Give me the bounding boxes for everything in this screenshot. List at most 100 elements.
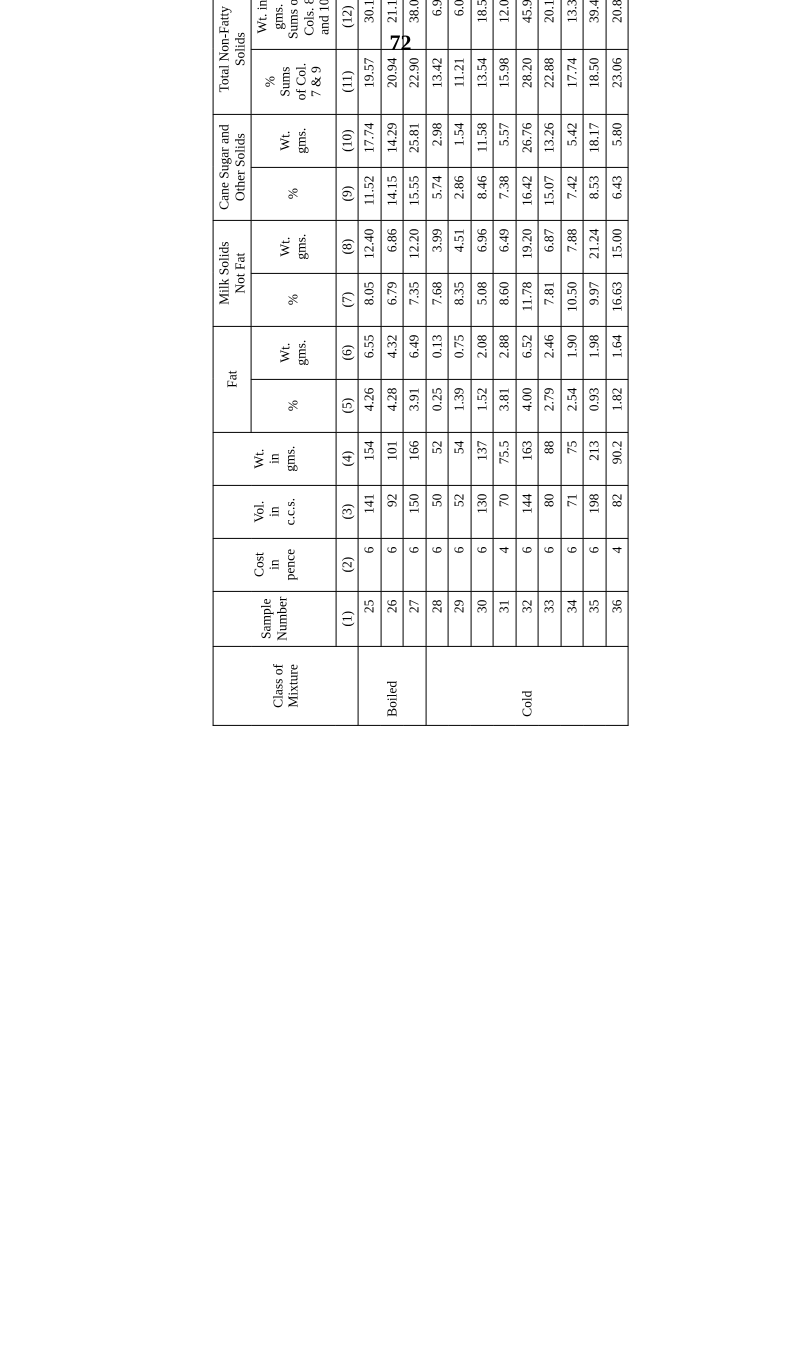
data-cell: 3.99 (426, 220, 449, 273)
data-cell: 20.94 (381, 49, 404, 114)
data-cell: 141 (358, 485, 381, 538)
data-cell: 38.01 (404, 0, 427, 49)
data-cell: 13.42 (426, 49, 449, 114)
table-row: 3147075.53.812.888.606.497.385.5715.9812… (494, 0, 517, 725)
data-cell: 6.96 (471, 220, 494, 273)
table-row: Cold28650520.250.137.683.995.742.9813.42… (426, 0, 449, 725)
data-cell: 6 (426, 538, 449, 591)
table-row: 3061301371.522.085.086.968.4611.5813.541… (471, 0, 494, 725)
data-cell: 75 (561, 432, 584, 485)
data-cell: 7.88 (561, 220, 584, 273)
colnum-c7: (7) (336, 273, 359, 326)
data-cell: 13.26 (539, 114, 562, 167)
data-cell: 154 (358, 432, 381, 485)
col-header-c7: % (251, 273, 336, 326)
colnum-c11: (11) (336, 49, 359, 114)
data-cell: 4.00 (516, 379, 539, 432)
data-cell: 5.42 (561, 114, 584, 167)
colnum-c10: (10) (336, 114, 359, 167)
class-cell: Cold (426, 646, 629, 725)
data-cell: 150 (404, 485, 427, 538)
data-cell: 0.93 (584, 379, 607, 432)
data-cell: 19.20 (516, 220, 539, 273)
data-cell: 5.08 (471, 273, 494, 326)
data-cell: 6 (539, 538, 562, 591)
data-cell: 18.50 (584, 49, 607, 114)
table-row: Boiled2561411544.266.558.0512.4011.5217.… (358, 0, 381, 725)
data-cell: 7.38 (494, 167, 517, 220)
data-cell: 1.39 (449, 379, 472, 432)
data-cell: 6 (404, 538, 427, 591)
data-cell: 52 (426, 432, 449, 485)
data-cell: 6.97 (426, 0, 449, 49)
colnum-c1: (1) (336, 591, 359, 646)
group-header-milk: Milk SolidsNot Fat (213, 220, 251, 326)
header-row-numbers: (1) (2) (3) (4) (5) (6) (7) (8) (9) (10)… (336, 0, 359, 725)
data-cell: 20.13 (539, 0, 562, 49)
data-cell: 28 (426, 591, 449, 646)
colnum-c12: (12) (336, 0, 359, 49)
data-cell: 14.15 (381, 167, 404, 220)
col-header-c12: Wt. ingms.Sums ofCols. 8and 10 (251, 0, 336, 49)
data-cell: 198 (584, 485, 607, 538)
data-cell: 71 (561, 485, 584, 538)
data-cell: 101 (381, 432, 404, 485)
data-cell: 7.42 (561, 167, 584, 220)
data-cell: 15.98 (494, 49, 517, 114)
data-cell: 15.55 (404, 167, 427, 220)
data-cell: 8.35 (449, 273, 472, 326)
data-cell: 4.26 (358, 379, 381, 432)
data-cell: 25.81 (404, 114, 427, 167)
data-cell: 17.74 (358, 114, 381, 167)
data-cell: 2.08 (471, 326, 494, 379)
data-cell: 0.13 (426, 326, 449, 379)
data-cell: 80 (539, 485, 562, 538)
data-cell: 1.52 (471, 379, 494, 432)
data-cell: 6.55 (358, 326, 381, 379)
data-cell: 15.00 (606, 220, 629, 273)
data-cell: 75.5 (494, 432, 517, 485)
data-cell: 5.57 (494, 114, 517, 167)
data-cell: 9.97 (584, 273, 607, 326)
data-cell: 13.54 (471, 49, 494, 114)
table-row: 34671752.541.9010.507.887.425.4217.7413.… (561, 0, 584, 725)
data-cell: 6 (471, 538, 494, 591)
data-cell: 17.74 (561, 49, 584, 114)
data-cell: 35 (584, 591, 607, 646)
data-cell: 10.50 (561, 273, 584, 326)
data-cell: 1.90 (561, 326, 584, 379)
data-cell: 6 (449, 538, 472, 591)
data-cell: 1.98 (584, 326, 607, 379)
col-header-c6: Wt.gms. (251, 326, 336, 379)
data-cell: 1.64 (606, 326, 629, 379)
data-cell: 3.91 (404, 379, 427, 432)
data-cell: 7.68 (426, 273, 449, 326)
data-cell: 21.15 (381, 0, 404, 49)
col-header-c1: SampleNumber (213, 591, 336, 646)
data-cell: 1.82 (606, 379, 629, 432)
data-cell: 22.90 (404, 49, 427, 114)
data-cell: 12.40 (358, 220, 381, 273)
data-cell: 6 (358, 538, 381, 591)
data-cell: 3.81 (494, 379, 517, 432)
data-cell: 6.05 (449, 0, 472, 49)
data-cell: 1.54 (449, 114, 472, 167)
data-cell: 6.87 (539, 220, 562, 273)
data-cell: 137 (471, 432, 494, 485)
data-cell: 6.49 (494, 220, 517, 273)
data-cell: 130 (471, 485, 494, 538)
table-body: Boiled2561411544.266.558.0512.4011.5217.… (358, 0, 628, 725)
data-cell: 6 (381, 538, 404, 591)
data-cell: 5.80 (606, 114, 629, 167)
colnum-c6: (6) (336, 326, 359, 379)
data-cell: 166 (404, 432, 427, 485)
table-row: 33680882.792.467.816.8715.0713.2622.8820… (539, 0, 562, 725)
colnum-c4: (4) (336, 432, 359, 485)
data-cell: 4 (606, 538, 629, 591)
data-cell: 8.53 (584, 167, 607, 220)
data-cell: 25 (358, 591, 381, 646)
data-cell: 14.29 (381, 114, 404, 167)
data-cell: 90.2 (606, 432, 629, 485)
data-cell: 36 (606, 591, 629, 646)
data-cell: 5.74 (426, 167, 449, 220)
